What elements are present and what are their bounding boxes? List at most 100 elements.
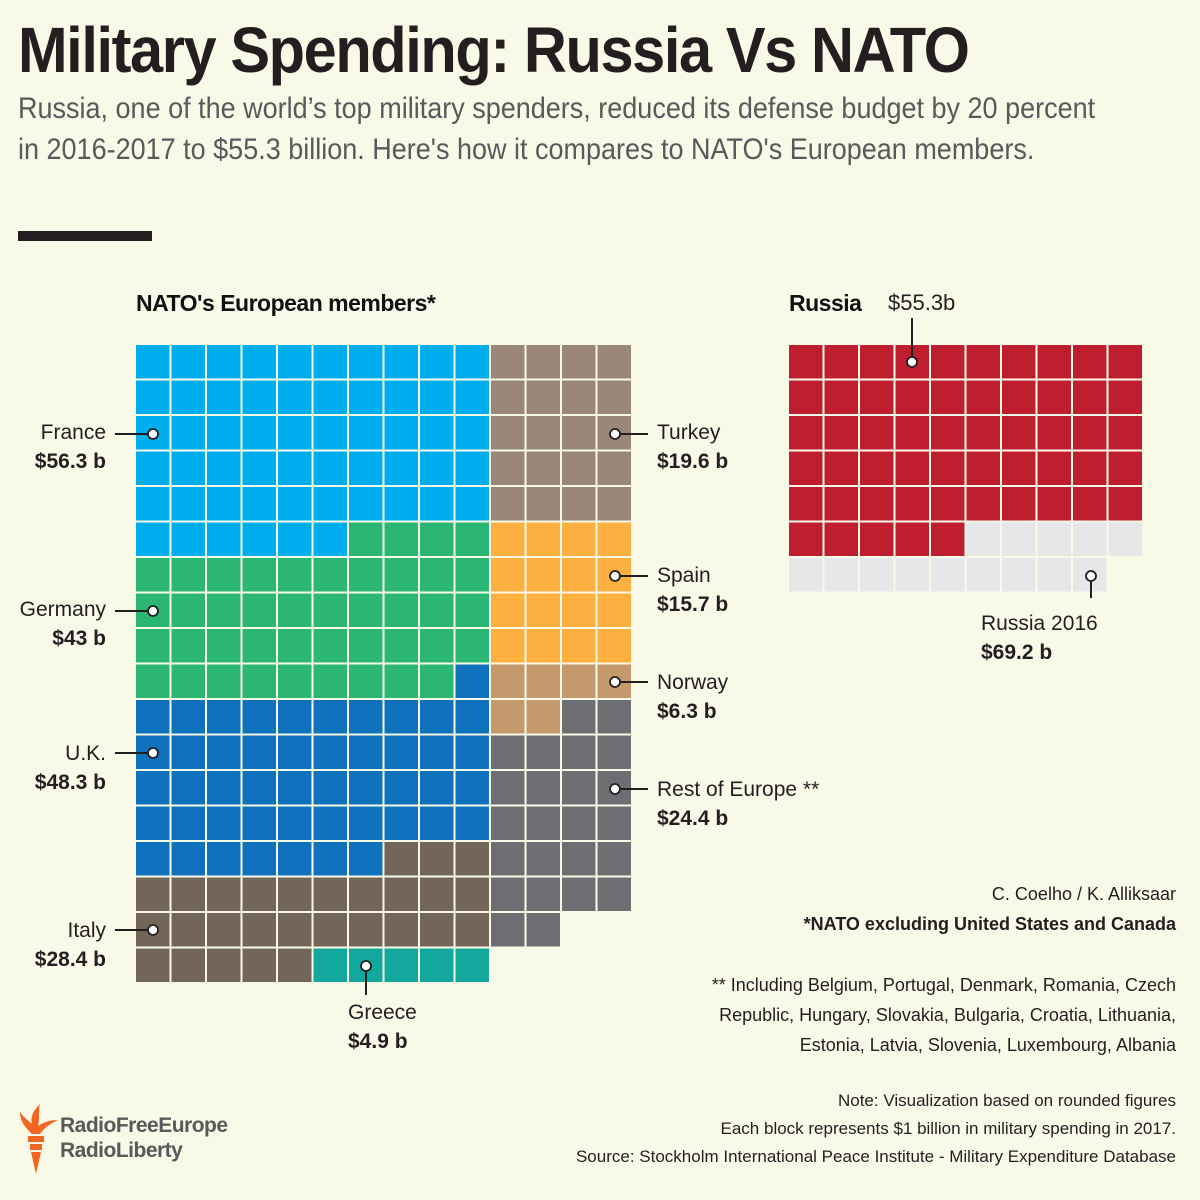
block-russia-2017 bbox=[931, 451, 965, 485]
block-russia-2017 bbox=[1073, 345, 1107, 379]
block-russia-2016 bbox=[966, 522, 1000, 556]
block-u-k bbox=[420, 806, 454, 840]
block-germany bbox=[455, 522, 489, 556]
block-germany bbox=[171, 629, 205, 663]
footnote-line: Republic, Hungary, Slovakia, Bulgaria, C… bbox=[719, 1005, 1176, 1025]
block-italy bbox=[242, 948, 276, 982]
block-norway bbox=[526, 700, 560, 734]
block-russia-2017 bbox=[1037, 416, 1071, 450]
block-france bbox=[384, 345, 418, 379]
block-russia-2017 bbox=[824, 416, 858, 450]
block-italy bbox=[349, 877, 383, 911]
block-germany bbox=[420, 664, 454, 698]
block-rest-of-europe bbox=[491, 913, 525, 947]
block-spain bbox=[562, 593, 596, 627]
block-germany bbox=[349, 593, 383, 627]
label-rest-of-europe-name: Rest of Europe ** bbox=[657, 778, 820, 801]
label-russia-2016-name: Russia 2016 bbox=[981, 612, 1098, 635]
block-u-k bbox=[455, 771, 489, 805]
page-subtitle: Russia, one of the world’s top military … bbox=[18, 92, 1096, 166]
block-russia-2017 bbox=[966, 487, 1000, 521]
block-spain bbox=[597, 593, 631, 627]
logo-text: RadioFreeEurope RadioLiberty bbox=[60, 1113, 228, 1163]
block-italy bbox=[420, 913, 454, 947]
label-italy-name: Italy bbox=[67, 919, 106, 942]
block-italy bbox=[278, 913, 312, 947]
note-block-unit: Each block represents $1 billion in mili… bbox=[720, 1119, 1176, 1138]
block-russia-2017 bbox=[789, 451, 823, 485]
block-turkey bbox=[597, 345, 631, 379]
block-france bbox=[207, 451, 241, 485]
block-italy bbox=[455, 842, 489, 876]
block-turkey bbox=[562, 451, 596, 485]
block-russia-2017 bbox=[1108, 487, 1142, 521]
block-germany bbox=[384, 629, 418, 663]
block-russia-2017 bbox=[789, 522, 823, 556]
block-italy bbox=[349, 913, 383, 947]
block-germany bbox=[207, 664, 241, 698]
block-germany bbox=[136, 664, 170, 698]
leader-dot-turkey bbox=[609, 428, 621, 440]
block-france bbox=[384, 380, 418, 414]
block-u-k bbox=[313, 700, 347, 734]
block-u-k bbox=[242, 700, 276, 734]
block-u-k bbox=[349, 806, 383, 840]
block-italy bbox=[278, 877, 312, 911]
label-greece-value: $4.9 b bbox=[348, 1030, 408, 1053]
block-italy bbox=[313, 877, 347, 911]
block-u-k bbox=[313, 806, 347, 840]
block-turkey bbox=[491, 416, 525, 450]
block-germany bbox=[420, 558, 454, 592]
block-france bbox=[136, 522, 170, 556]
credits-block: C. Coelho / K. Alliksaar *NATO excluding… bbox=[804, 879, 1176, 939]
block-u-k bbox=[136, 700, 170, 734]
block-russia-2017 bbox=[1037, 380, 1071, 414]
block-france bbox=[136, 380, 170, 414]
block-russia-2017 bbox=[931, 522, 965, 556]
block-germany bbox=[278, 629, 312, 663]
block-france bbox=[278, 345, 312, 379]
block-spain bbox=[491, 629, 525, 663]
block-spain bbox=[491, 593, 525, 627]
block-france bbox=[420, 451, 454, 485]
block-france bbox=[349, 487, 383, 521]
block-spain bbox=[526, 593, 560, 627]
block-u-k bbox=[349, 771, 383, 805]
label-italy: Italy $28.4 b bbox=[35, 916, 106, 974]
block-france bbox=[171, 487, 205, 521]
block-russia-2016 bbox=[789, 558, 823, 592]
block-germany bbox=[136, 558, 170, 592]
block-u-k bbox=[455, 735, 489, 769]
block-germany bbox=[136, 629, 170, 663]
block-rest-of-europe bbox=[491, 735, 525, 769]
block-france bbox=[313, 416, 347, 450]
block-u-k bbox=[207, 700, 241, 734]
block-turkey bbox=[491, 487, 525, 521]
block-france bbox=[136, 451, 170, 485]
block-u-k bbox=[278, 735, 312, 769]
block-rest-of-europe bbox=[597, 735, 631, 769]
block-france bbox=[171, 345, 205, 379]
label-france-value: $56.3 b bbox=[34, 450, 106, 473]
block-germany bbox=[242, 558, 276, 592]
block-russia-2017 bbox=[895, 380, 929, 414]
block-u-k bbox=[207, 771, 241, 805]
block-u-k bbox=[278, 771, 312, 805]
block-germany bbox=[455, 629, 489, 663]
block-u-k bbox=[278, 842, 312, 876]
torch-icon bbox=[20, 1104, 58, 1174]
block-turkey bbox=[491, 380, 525, 414]
block-rest-of-europe bbox=[562, 735, 596, 769]
block-russia-2016 bbox=[1037, 522, 1071, 556]
block-u-k bbox=[207, 806, 241, 840]
logo-line1: RadioFreeEurope bbox=[60, 1114, 228, 1137]
block-germany bbox=[420, 593, 454, 627]
block-france bbox=[207, 416, 241, 450]
block-rest-of-europe bbox=[491, 771, 525, 805]
block-france bbox=[136, 345, 170, 379]
block-france bbox=[242, 451, 276, 485]
label-germany-name: Germany bbox=[19, 598, 106, 621]
label-turkey-name: Turkey bbox=[657, 421, 721, 444]
block-greece bbox=[313, 948, 347, 982]
block-russia-2017 bbox=[860, 345, 894, 379]
